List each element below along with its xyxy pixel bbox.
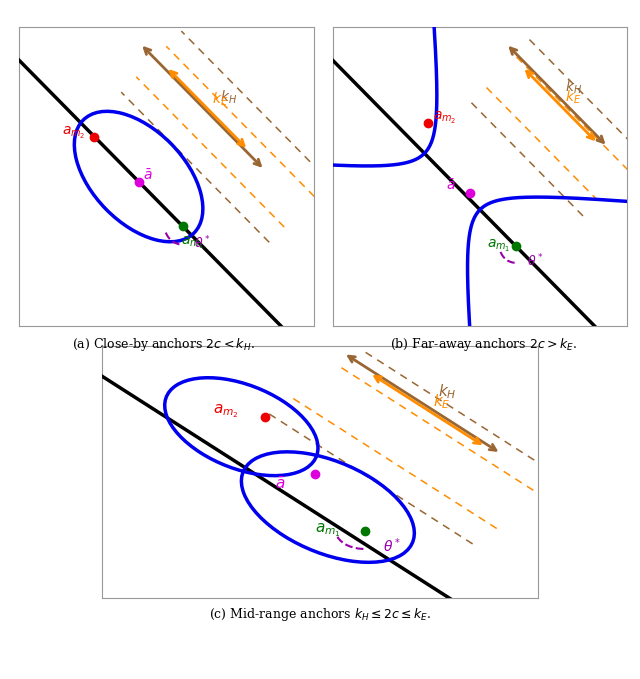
- Text: $a_{m_2}$: $a_{m_2}$: [61, 125, 85, 141]
- Text: (b) Far-away anchors $2c > k_E$.: (b) Far-away anchors $2c > k_E$.: [390, 336, 577, 353]
- Text: $\theta^*$: $\theta^*$: [383, 536, 401, 555]
- Text: $k_E$: $k_E$: [565, 89, 581, 106]
- Text: $k_E$: $k_E$: [433, 392, 451, 411]
- Text: $\theta^*$: $\theta^*$: [194, 234, 211, 251]
- Text: $a_{m_2}$: $a_{m_2}$: [433, 110, 456, 126]
- Text: (a) Close-by anchors $2c < k_H$.: (a) Close-by anchors $2c < k_H$.: [72, 336, 255, 353]
- Text: $\bar{a}$: $\bar{a}$: [275, 475, 286, 492]
- Text: $a_{m_1}$: $a_{m_1}$: [486, 238, 510, 254]
- Text: $k_H$: $k_H$: [220, 89, 237, 106]
- Text: $a_{m_1}$: $a_{m_1}$: [181, 234, 205, 251]
- Text: $k_H$: $k_H$: [438, 382, 456, 401]
- Text: $k_H$: $k_H$: [565, 79, 582, 96]
- Text: (c) Mid-range anchors $k_H \leq 2c \leq k_E$.: (c) Mid-range anchors $k_H \leq 2c \leq …: [209, 606, 431, 623]
- Text: $\theta^*$: $\theta^*$: [527, 253, 544, 269]
- Text: $a_{m_1}$: $a_{m_1}$: [315, 521, 340, 539]
- Text: $a_{m_2}$: $a_{m_2}$: [212, 402, 238, 420]
- Text: $\bar{a}$: $\bar{a}$: [445, 178, 455, 193]
- Text: $k_E$: $k_E$: [212, 90, 228, 108]
- Text: $\bar{a}$: $\bar{a}$: [143, 168, 152, 183]
